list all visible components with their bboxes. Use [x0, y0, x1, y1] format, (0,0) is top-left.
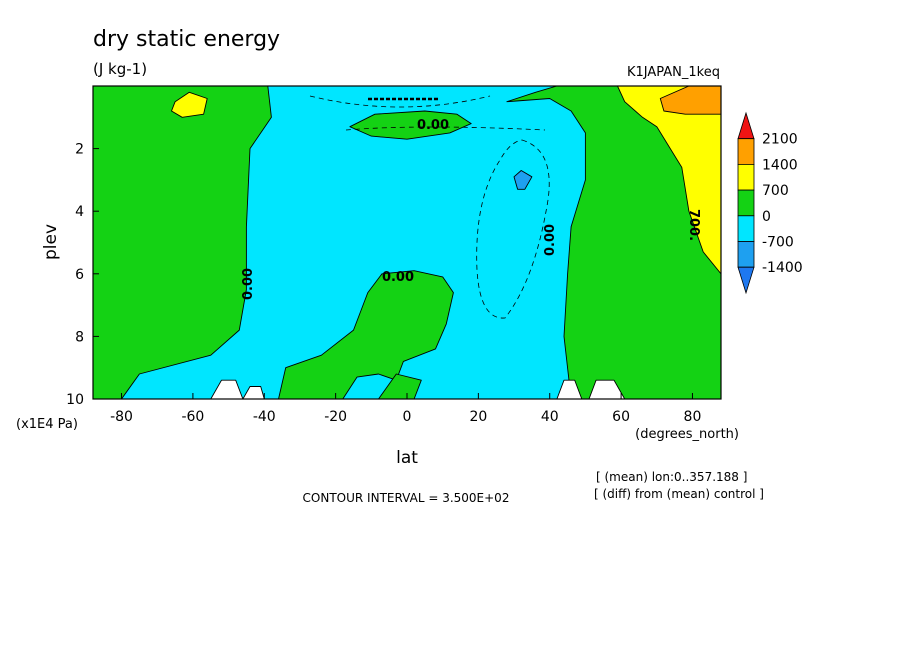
y-tick-label: 6: [75, 267, 84, 283]
contour-region-lower-left-positive: [378, 373, 422, 399]
x-tick-label: -40: [253, 409, 276, 425]
contour-label: 0.00: [241, 268, 256, 300]
contour-region-missing-right: [556, 379, 583, 399]
x-tick-label: -80: [110, 409, 133, 425]
colorbar-level-label: 1400: [762, 157, 798, 173]
colorbar-bin: [737, 189, 755, 217]
dashed-contour: [476, 139, 550, 319]
x-unit-label: (degrees_north): [635, 427, 739, 442]
colorbar-bin: [737, 241, 755, 268]
colorbar-bin: [737, 163, 755, 191]
contour-label: 0.00: [417, 118, 449, 133]
x-tick-label: -20: [324, 409, 347, 425]
contour-region-midlat-negative-cell: [513, 170, 533, 190]
contour-region-arctic-upper-hot: [659, 86, 721, 115]
info-mean-line: [ (mean) lon:0..357.188 ]: [596, 470, 747, 484]
contour-labels: 0.00 0.00 0.00 0.00 700.: [241, 118, 701, 300]
colorbar-max-arrow: [737, 111, 755, 140]
colorbar-min-arrow: [737, 266, 755, 295]
contour-region-southern-upper-warm: [171, 91, 208, 118]
x-axis-label: lat: [396, 448, 418, 468]
y-tick-label: 2: [75, 142, 84, 158]
colorbar-level-label: 700: [762, 183, 789, 199]
y-axis-label: plev: [41, 224, 61, 260]
colorbar-level-label: 2100: [762, 132, 798, 148]
colorbar-level-label: -1400: [762, 260, 803, 276]
x-tick-label: 20: [469, 409, 487, 425]
contour-label: 0.00: [382, 270, 414, 285]
contour-region-central-positive: [278, 270, 454, 399]
x-tick-label: 40: [541, 409, 559, 425]
colorbar: 2100 1400 700 0 -700 -1400: [737, 111, 803, 295]
colorbar-bin: [737, 215, 755, 242]
x-tick-label: 80: [684, 409, 702, 425]
info-diff-line: [ (diff) from (mean) control ]: [594, 487, 764, 501]
contour-label: 700.: [686, 209, 701, 241]
y-tick-label: 4: [75, 204, 84, 220]
x-axis-ticks: -80 -60 -40 -20 0 20 40 60 80: [110, 393, 701, 425]
x-tick-label: 60: [612, 409, 630, 425]
negative-contours: [309, 95, 550, 319]
dashed-contour: [345, 126, 546, 131]
contour-interval: CONTOUR INTERVAL = 3.500E+02: [303, 491, 510, 505]
contour-region-missing-left: [210, 379, 244, 399]
contour-region-northern-positive: [506, 86, 721, 399]
x-tick-label: 0: [403, 409, 412, 425]
colorbar-bin: [737, 138, 755, 165]
x-tick-label: -60: [181, 409, 204, 425]
contour-region-northern-warm: [617, 86, 721, 275]
dashed-contour: [309, 95, 491, 108]
contour-region-upper-positive-band: [349, 110, 472, 140]
contour-label: 0.00: [543, 224, 558, 256]
contour-region-southern-positive: [93, 86, 272, 399]
colorbar-level-label: -700: [762, 235, 794, 251]
y-tick-label: 8: [75, 329, 84, 345]
y-unit-label: (x1E4 Pa): [16, 417, 78, 432]
chart-units: (J kg-1): [93, 60, 147, 78]
contour-fills: [93, 86, 721, 399]
contour-region-missing-right-2: [588, 379, 626, 399]
y-tick-label: 10: [66, 392, 84, 408]
experiment-label: K1JAPAN_1keq: [627, 65, 720, 80]
contour-region-missing-left-2: [242, 386, 265, 399]
contour-plot: 0.00 0.00 0.00 0.00 700. -80 -60 -40 -20 0 20…: [66, 85, 722, 425]
y-axis-ticks: 2 4 6 8 10: [66, 142, 99, 408]
chart-title: dry static energy: [93, 27, 280, 52]
colorbar-level-label: 0: [762, 209, 771, 225]
